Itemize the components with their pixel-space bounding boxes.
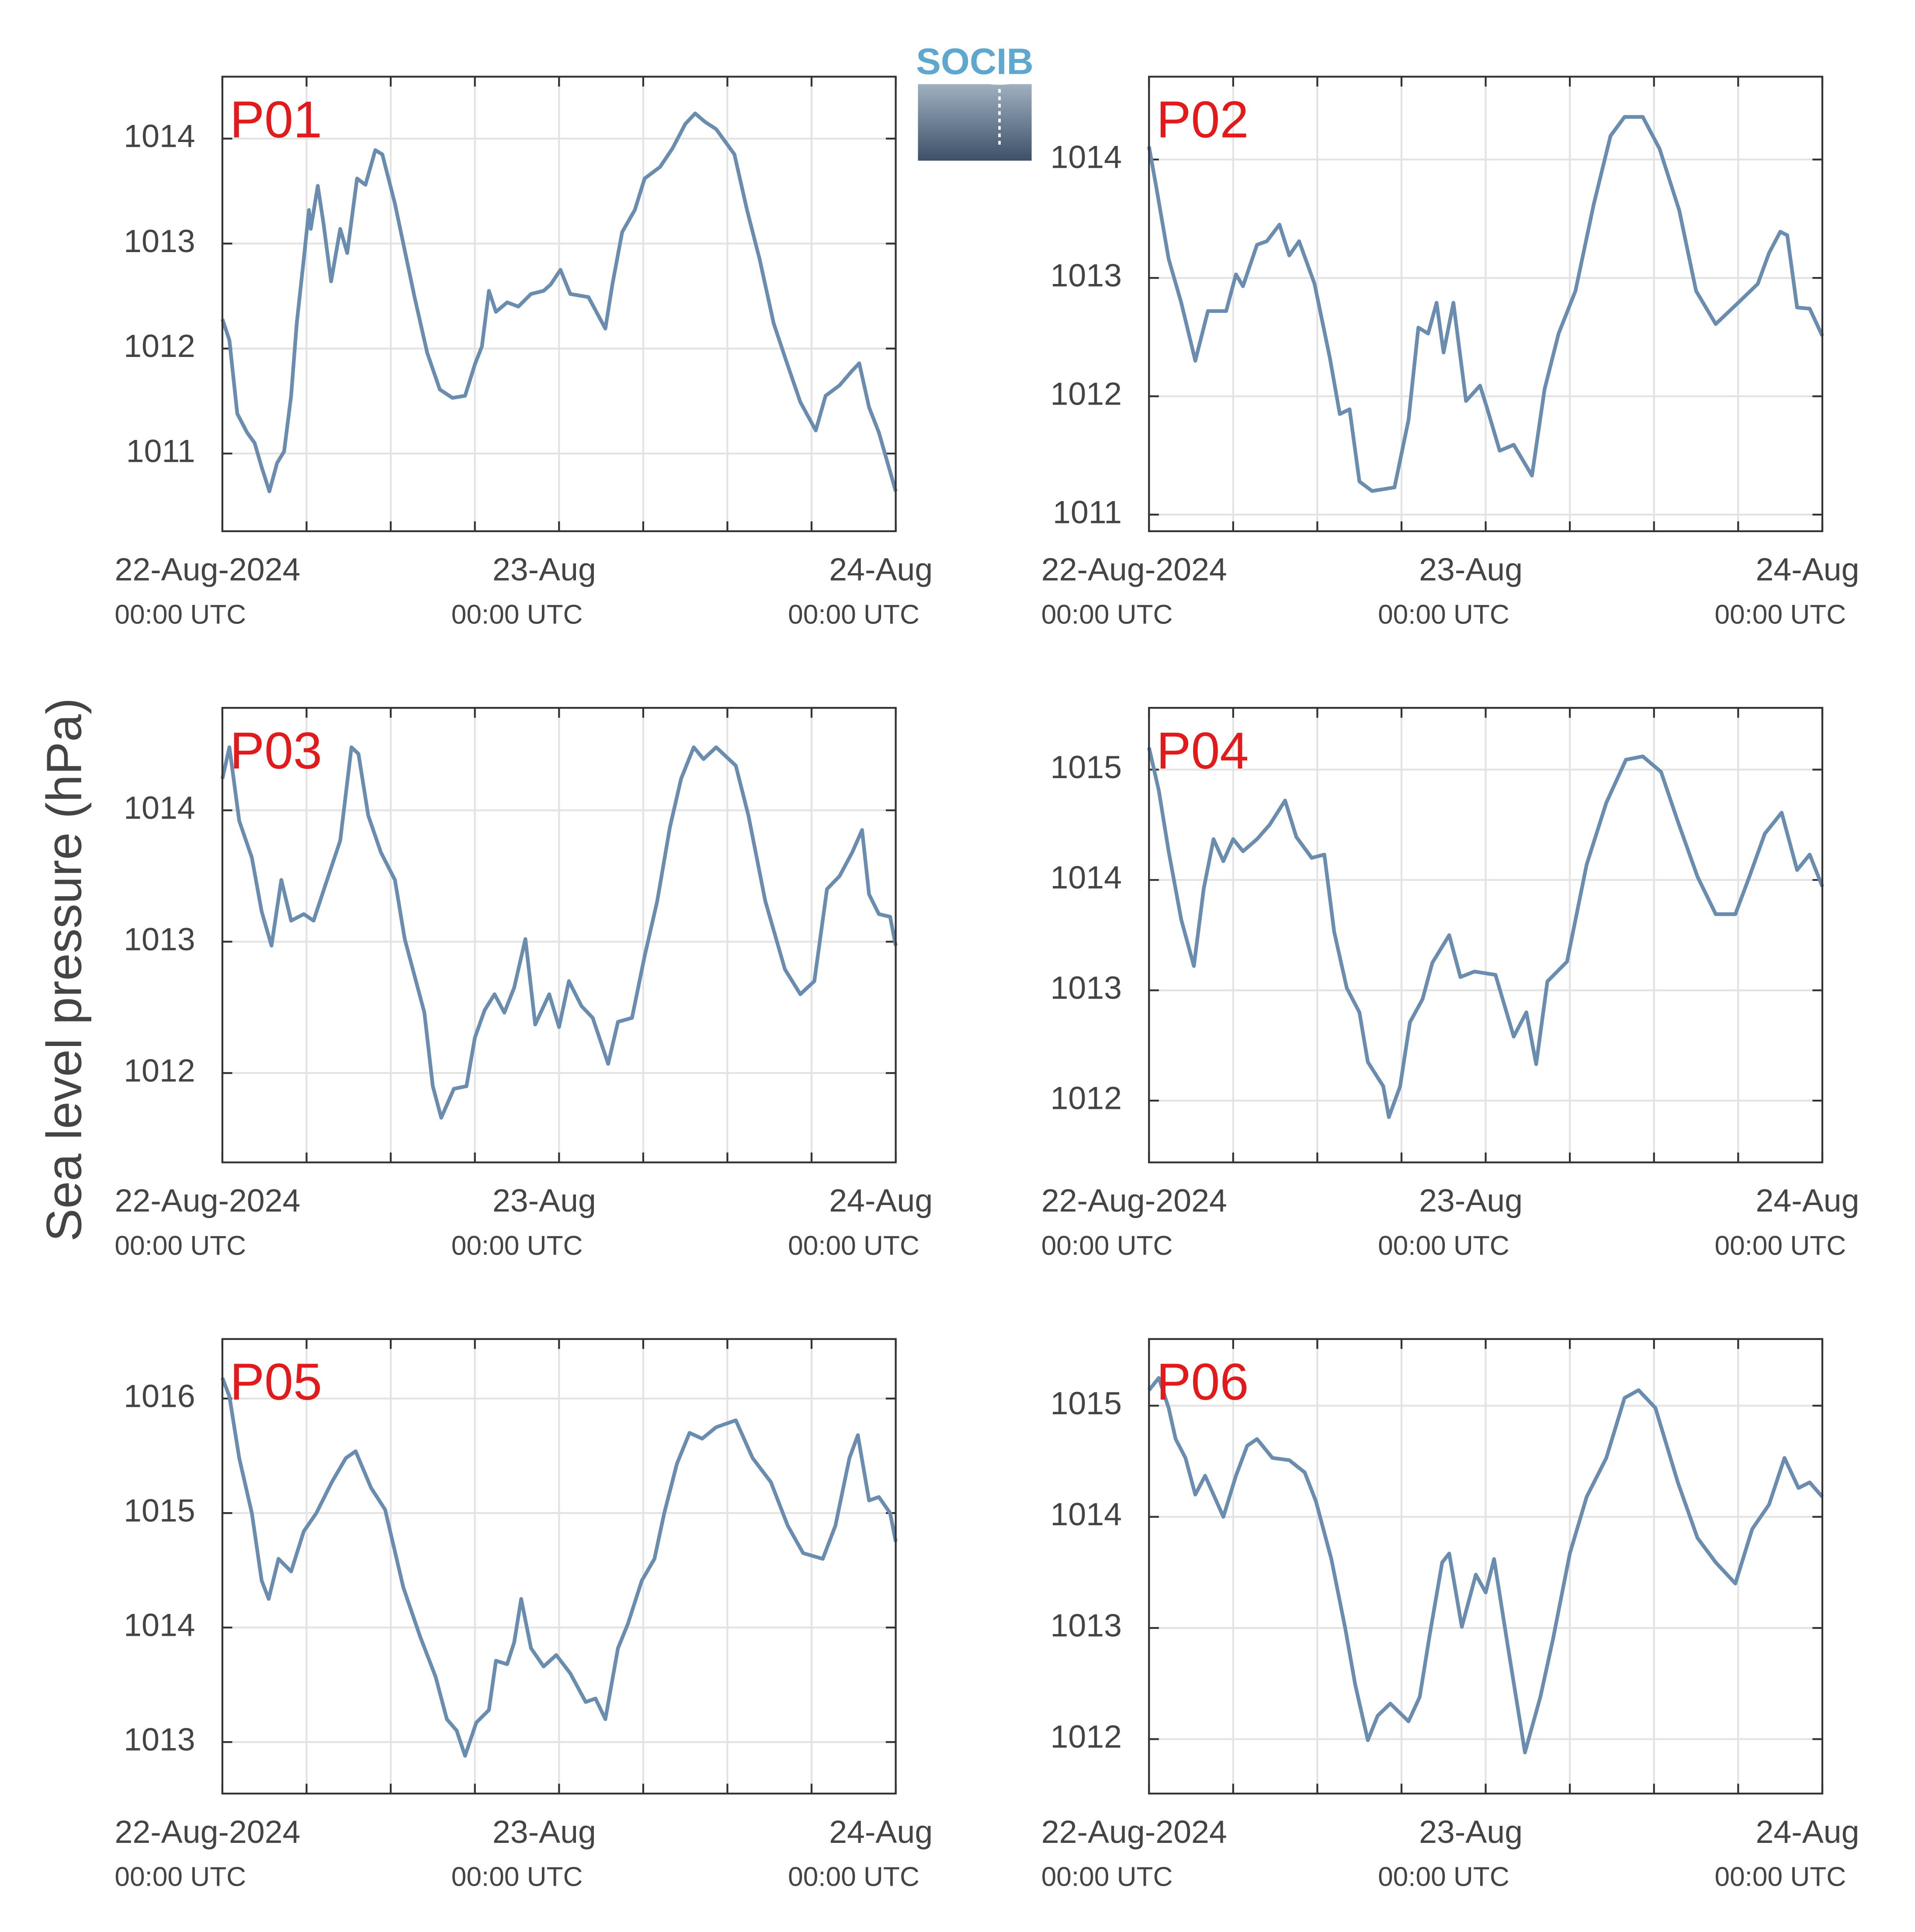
x-tick-sublabel: 00:00 UTC xyxy=(1714,1231,1846,1261)
x-tick-label: 23-Aug xyxy=(1419,1182,1523,1219)
y-tick-label: 1013 xyxy=(124,1721,195,1758)
y-tick-label: 1014 xyxy=(124,789,195,826)
x-tick-label: 23-Aug xyxy=(1419,1814,1523,1850)
x-tick-label: 23-Aug xyxy=(493,551,596,588)
panel-title: P04 xyxy=(1156,722,1249,780)
x-tick-sublabel: 00:00 UTC xyxy=(114,599,246,630)
y-tick-label: 1012 xyxy=(1050,1080,1122,1116)
y-tick-label: 1015 xyxy=(1050,749,1122,785)
panel-title: P06 xyxy=(1156,1354,1249,1411)
x-tick-label: 22-Aug-2024 xyxy=(114,1182,300,1219)
x-tick-sublabel: 00:00 UTC xyxy=(1714,1862,1846,1892)
y-axis-label: Sea level pressure (hPa) xyxy=(36,698,91,1241)
y-tick-label: 1012 xyxy=(124,328,195,364)
plot-frame xyxy=(221,1338,897,1795)
panel: 22-Aug-2024 00:00 UTC 23-Aug 00:00 UTC 24-Au… xyxy=(114,1338,933,1892)
x-tick-sublabel: 00:00 UTC xyxy=(788,599,919,630)
panel-title: P05 xyxy=(230,1354,322,1411)
data-line xyxy=(220,111,898,493)
logo-text: SOCIB xyxy=(916,41,1034,82)
x-tick-sublabel: 00:00 UTC xyxy=(1714,599,1846,630)
y-tick-label: 1011 xyxy=(1053,494,1122,530)
y-tick-label: 1013 xyxy=(1050,1607,1122,1644)
data-line xyxy=(1147,747,1824,1119)
x-tick-label: 24-Aug xyxy=(829,1814,933,1850)
y-tick-label: 1014 xyxy=(124,1607,195,1643)
panel: 22-Aug-2024 00:00 UTC 23-Aug 00:00 UTC 24-Au… xyxy=(1041,1338,1859,1892)
x-tick-label: 22-Aug-2024 xyxy=(1041,1182,1227,1219)
x-tick-label: 24-Aug xyxy=(1756,1182,1859,1219)
logo-wave xyxy=(918,78,1032,85)
y-tick-label: 1014 xyxy=(1050,1496,1122,1532)
x-tick-label: 24-Aug xyxy=(829,551,933,588)
panel: 22-Aug-2024 00:00 UTC 23-Aug 00:00 UTC 24-Au… xyxy=(114,76,933,630)
x-tick-sublabel: 00:00 UTC xyxy=(451,599,583,630)
x-tick-label: 23-Aug xyxy=(493,1814,596,1850)
data-line xyxy=(1147,115,1824,493)
x-tick-sublabel: 00:00 UTC xyxy=(788,1862,919,1892)
plot-frame xyxy=(1148,1338,1824,1795)
x-tick-sublabel: 00:00 UTC xyxy=(1041,1231,1173,1261)
x-tick-label: 22-Aug-2024 xyxy=(1041,551,1227,588)
data-line xyxy=(1147,1376,1824,1755)
y-tick-label: 1014 xyxy=(1050,859,1122,895)
x-tick-sublabel: 00:00 UTC xyxy=(114,1231,246,1261)
panel: 22-Aug-2024 00:00 UTC 23-Aug 00:00 UTC 24-Au… xyxy=(1041,76,1859,630)
x-tick-sublabel: 00:00 UTC xyxy=(1378,1231,1509,1261)
y-tick-label: 1015 xyxy=(1050,1385,1122,1421)
x-tick-sublabel: 00:00 UTC xyxy=(451,1862,583,1892)
y-tick-label: 1014 xyxy=(1050,139,1122,175)
panel: 22-Aug-2024 00:00 UTC 23-Aug 00:00 UTC 24-Au… xyxy=(114,707,933,1261)
x-tick-sublabel: 00:00 UTC xyxy=(788,1231,919,1261)
panel-title: P03 xyxy=(230,722,322,780)
data-line xyxy=(220,745,898,1120)
x-tick-label: 23-Aug xyxy=(493,1182,596,1219)
plot-frame xyxy=(1148,707,1824,1163)
y-tick-label: 1013 xyxy=(1050,969,1122,1006)
x-tick-label: 24-Aug xyxy=(1756,1814,1859,1850)
x-tick-label: 24-Aug xyxy=(829,1182,933,1219)
logo: SOCIB xyxy=(916,41,1034,161)
y-tick-label: 1013 xyxy=(1050,257,1122,293)
plot-frame xyxy=(1148,76,1824,532)
x-tick-sublabel: 00:00 UTC xyxy=(1378,1862,1509,1892)
logo-block xyxy=(918,84,1032,161)
x-tick-label: 22-Aug-2024 xyxy=(1041,1814,1227,1850)
y-tick-label: 1015 xyxy=(124,1492,195,1529)
x-tick-sublabel: 00:00 UTC xyxy=(1041,1862,1173,1892)
x-tick-sublabel: 00:00 UTC xyxy=(114,1862,246,1892)
x-tick-label: 23-Aug xyxy=(1419,551,1523,588)
panel-title: P02 xyxy=(1156,91,1249,149)
panel-title: P01 xyxy=(230,91,322,149)
x-tick-sublabel: 00:00 UTC xyxy=(1041,599,1173,630)
y-tick-label: 1012 xyxy=(1050,375,1122,412)
plot-frame xyxy=(221,76,897,532)
y-tick-label: 1014 xyxy=(124,118,195,154)
x-tick-sublabel: 00:00 UTC xyxy=(451,1231,583,1261)
y-tick-label: 1016 xyxy=(124,1378,195,1414)
y-tick-label: 1013 xyxy=(124,223,195,259)
data-line xyxy=(220,1377,898,1758)
y-tick-label: 1012 xyxy=(1050,1718,1122,1755)
x-tick-label: 22-Aug-2024 xyxy=(114,551,300,588)
y-tick-label: 1013 xyxy=(124,921,195,957)
panel: 22-Aug-2024 00:00 UTC 23-Aug 00:00 UTC 24-Au… xyxy=(1041,707,1859,1261)
x-tick-label: 22-Aug-2024 xyxy=(114,1814,300,1850)
y-tick-label: 1011 xyxy=(126,433,195,469)
x-tick-sublabel: 00:00 UTC xyxy=(1378,599,1509,630)
plot-frame xyxy=(221,707,897,1163)
x-tick-label: 24-Aug xyxy=(1756,551,1859,588)
y-tick-label: 1012 xyxy=(124,1052,195,1088)
